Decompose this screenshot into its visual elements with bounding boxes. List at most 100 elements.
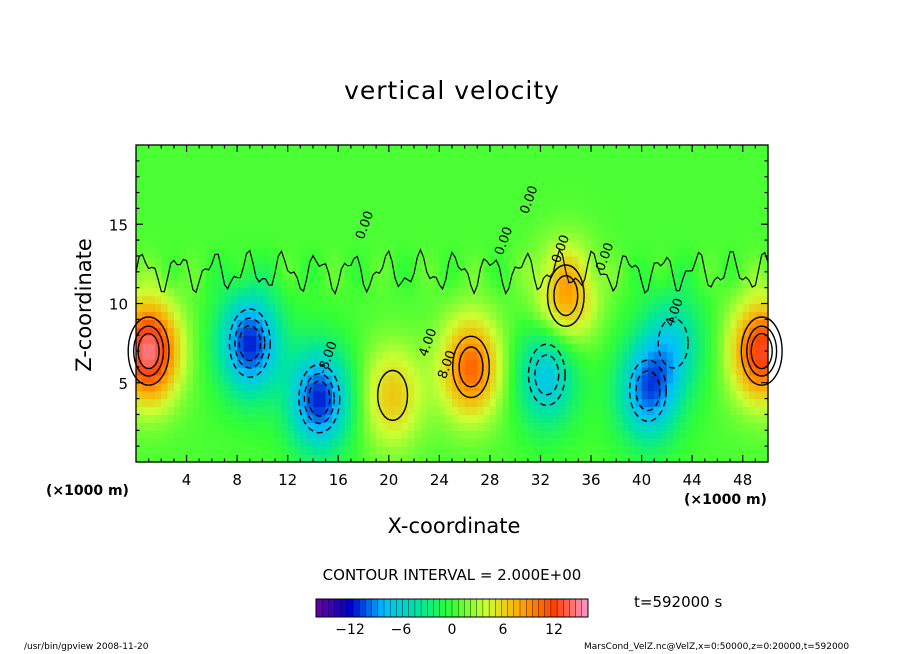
contour-line [657,317,689,369]
heatmap-cell [597,255,605,265]
heatmap-cell [186,446,194,455]
heatmap-cell [717,279,725,289]
heatmap-cell [268,454,276,463]
heatmap-cell [300,168,308,178]
heatmap-cell [161,160,169,170]
heatmap-cell [218,200,226,210]
heatmap-cell [192,398,200,408]
heatmap-cell [192,422,200,431]
heatmap-cell [553,216,561,225]
heatmap-cell [331,446,339,455]
heatmap-cell [154,200,162,210]
heatmap-cell [698,184,706,194]
heatmap-cell [647,390,655,400]
heatmap-cell [192,160,200,170]
heatmap-cell [426,438,434,447]
heatmap-cell [470,446,478,455]
heatmap-cell [363,351,371,360]
heatmap-cell [161,271,169,281]
heatmap-cell [224,279,232,289]
heatmap-cell [452,327,459,336]
heatmap-cell [553,295,561,305]
heatmap-cell [211,168,219,178]
heatmap-cell [559,335,567,344]
heatmap-cell [306,446,314,455]
heatmap-cell [534,311,542,320]
heatmap-cell [730,311,737,320]
heatmap-cell [496,168,504,178]
heatmap-cell [426,406,434,416]
heatmap-cell [249,160,257,170]
heatmap-cell [483,160,491,170]
heatmap-cell [458,224,466,233]
heatmap-cell [136,271,143,281]
heatmap-cell [742,295,750,305]
heatmap-cell [546,152,554,162]
heatmap-cell [673,216,681,225]
heatmap-cell [755,398,763,408]
heatmap-cell [420,398,428,408]
heatmap-cell [496,152,504,162]
heatmap-cell [407,160,415,170]
heatmap-cell [142,366,150,376]
heatmap-cell [148,303,156,313]
heatmap-cell [186,374,194,384]
heatmap-cell [401,422,409,431]
heatmap-cell [407,232,415,241]
heatmap-cell [294,216,301,225]
heatmap-cell [603,351,611,360]
heatmap-cell [338,200,346,210]
heatmap-cell [167,454,175,463]
heatmap-cell [452,295,459,305]
heatmap-cell [464,224,472,233]
heatmap-cell [426,263,434,273]
heatmap-cell [565,145,573,154]
heatmap-cell [319,327,327,336]
heatmap-cell [142,271,150,281]
heatmap-cell [268,311,276,320]
heatmap-cell [161,335,169,344]
heatmap-cell [540,279,548,289]
heatmap-cell [597,454,605,463]
heatmap-cell [761,374,769,384]
heatmap-cell [344,406,352,416]
heatmap-cell [723,335,731,344]
heatmap-cell [458,208,466,217]
heatmap-cell [736,438,744,447]
heatmap-cell [294,438,301,447]
heatmap-cell [243,152,251,162]
heatmap-cell [344,398,352,408]
heatmap-cell [357,358,365,368]
heatmap-cell [711,303,719,313]
heatmap-cell [635,160,643,170]
heatmap-cell [685,232,693,241]
heatmap-cell [685,152,693,162]
heatmap-cell [685,406,693,416]
heatmap-cell [211,390,219,400]
heatmap-cell [641,430,649,439]
heatmap-cell [730,271,737,281]
heatmap-cell [546,192,554,202]
heatmap-cell [572,438,579,447]
heatmap-cell [546,240,554,249]
heatmap-cell [540,184,548,194]
heatmap-cell [388,208,396,217]
heatmap-cell [439,406,447,416]
heatmap-cell [256,327,263,336]
heatmap-cell [717,343,725,352]
heatmap-cell [407,168,415,178]
heatmap-cell [420,287,428,297]
heatmap-cell [540,176,548,186]
heatmap-cell [331,422,339,431]
heatmap-cell [477,152,485,162]
heatmap-cell [546,382,554,392]
heatmap-cell [382,160,390,170]
heatmap-cell [723,366,731,376]
heatmap-cell [325,192,333,202]
heatmap-cell [591,184,598,194]
heatmap-cell [136,208,143,217]
heatmap-cell [294,327,301,336]
heatmap-cell [628,366,636,376]
heatmap-cell [186,152,194,162]
heatmap-cell [464,366,472,376]
